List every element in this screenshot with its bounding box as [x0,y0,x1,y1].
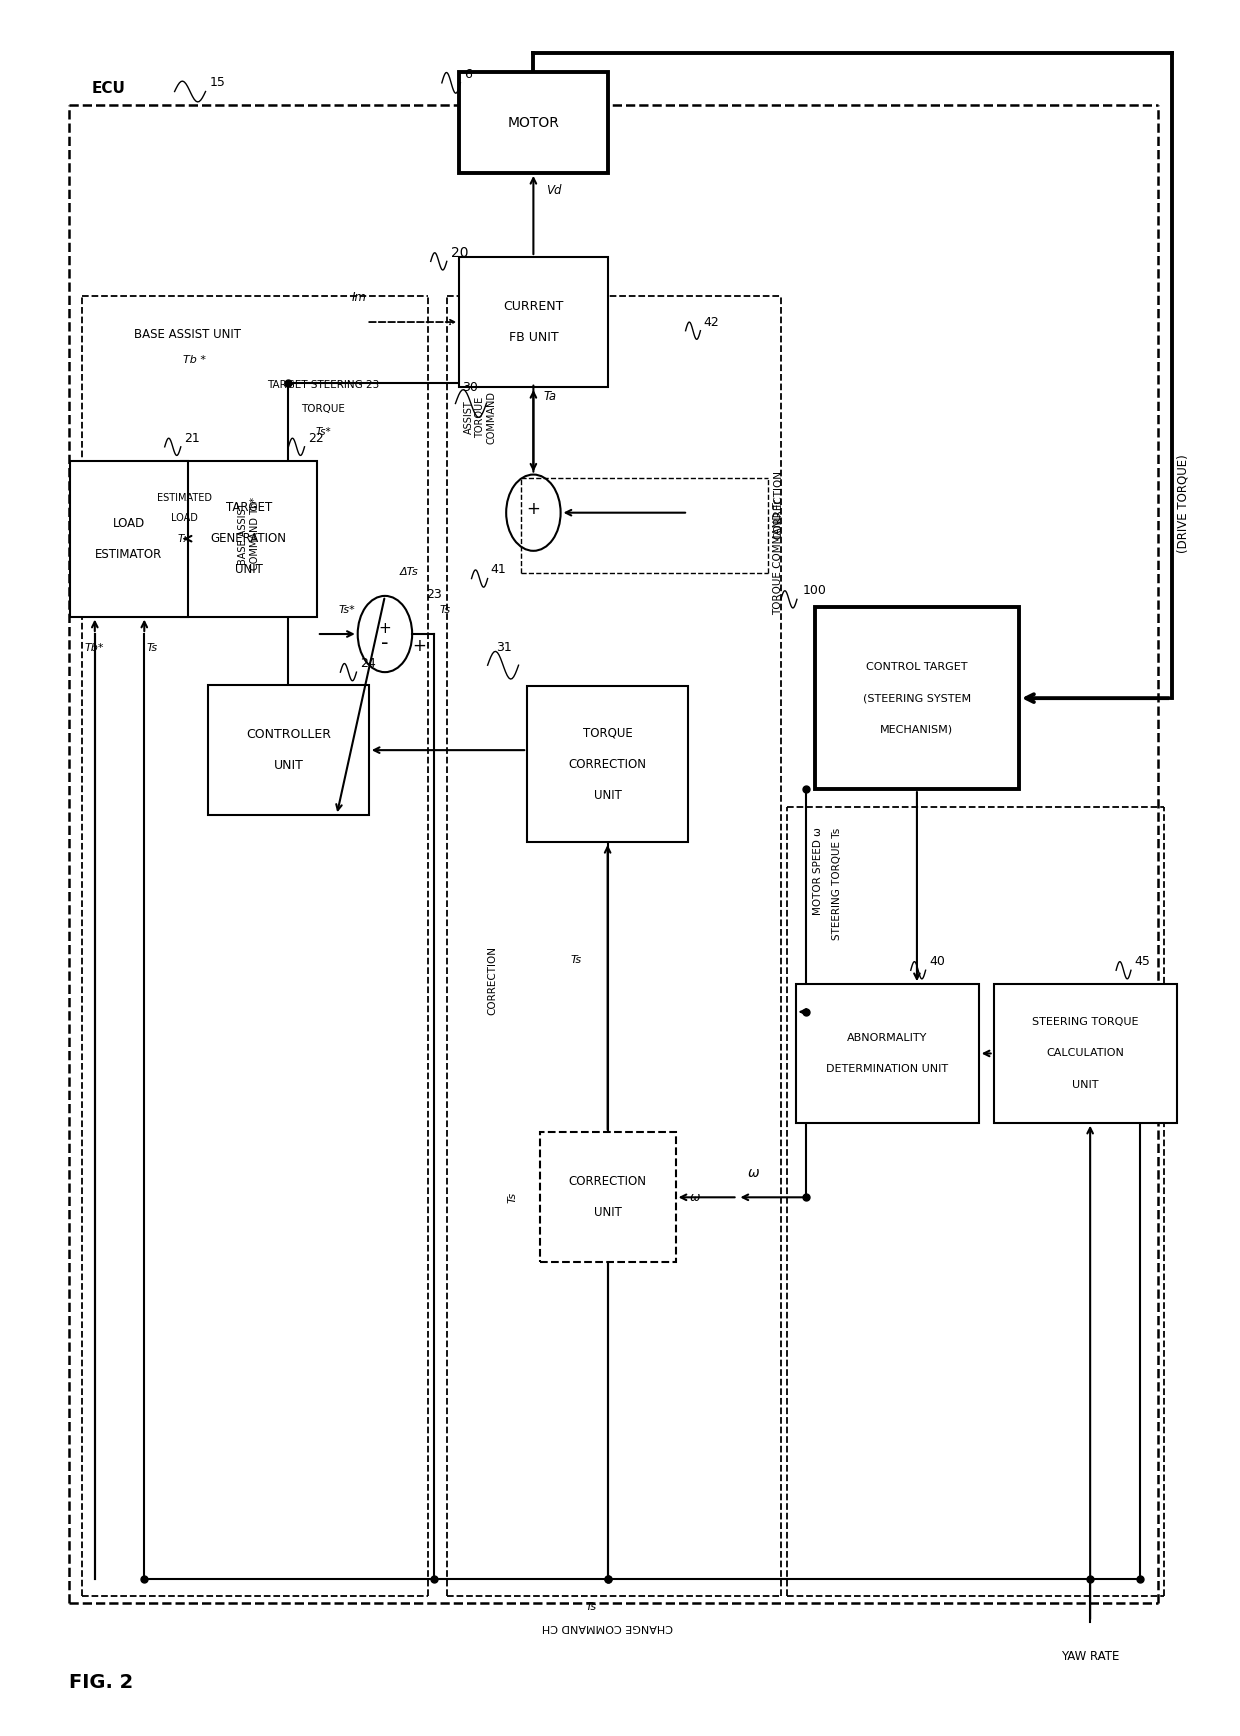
Text: (STEERING SYSTEM: (STEERING SYSTEM [863,693,971,703]
Text: CURRENT: CURRENT [503,300,564,312]
Text: UNIT: UNIT [594,788,621,802]
Text: CORRECTION: CORRECTION [487,946,497,1016]
Text: Vd: Vd [546,184,562,196]
Text: Ta: Ta [543,391,557,403]
Bar [527,686,688,842]
Text: LOAD: LOAD [171,514,197,523]
Text: DETERMINATION UNIT: DETERMINATION UNIT [826,1064,949,1075]
Text: +: + [527,500,541,519]
Text: TORQUE: TORQUE [301,404,345,415]
Text: BASE ASSIST UNIT: BASE ASSIST UNIT [134,328,241,340]
Bar [796,984,978,1123]
Text: YAW RATE: YAW RATE [1061,1651,1120,1663]
Text: Ts: Ts [439,606,450,615]
Text: 40: 40 [929,955,945,969]
Text: 31: 31 [496,641,512,654]
Text: ESTIMATOR: ESTIMATOR [95,549,162,561]
Text: LOAD: LOAD [113,517,145,529]
Bar [459,257,608,387]
Text: ω: ω [748,1165,759,1179]
Text: Tb*: Tb* [84,644,104,653]
Text: 20: 20 [450,247,467,260]
Text: ω: ω [691,1191,701,1203]
Text: Ts*: Ts* [315,427,331,437]
Text: STEERING TORQUE: STEERING TORQUE [1032,1017,1138,1028]
Text: 22: 22 [309,432,324,444]
Text: TARGET STEERING 23: TARGET STEERING 23 [267,380,379,391]
Text: ΔTs: ΔTs [399,568,419,576]
Bar [539,1132,676,1262]
Text: Im: Im [351,292,367,304]
Text: 21: 21 [185,432,200,444]
Text: +: + [378,621,392,637]
Bar [993,984,1177,1123]
Text: MOTOR SPEED ω: MOTOR SPEED ω [813,828,823,915]
Text: Ts: Ts [507,1191,517,1203]
Text: TARGET: TARGET [226,502,272,514]
Text: CALCULATION: CALCULATION [1047,1049,1125,1059]
Text: FB UNIT: FB UNIT [508,332,558,344]
Text: 15: 15 [210,76,226,89]
Text: ABNORMALITY: ABNORMALITY [847,1033,928,1043]
Text: CORRECTION: CORRECTION [774,470,784,540]
Text: FIG. 2: FIG. 2 [69,1674,134,1693]
Text: ASSIST
TORQUE
COMMAND: ASSIST TORQUE COMMAND [464,391,497,444]
Bar [181,460,317,616]
Text: UNIT: UNIT [234,564,263,576]
Text: ESTIMATED: ESTIMATED [156,493,212,502]
Text: 24: 24 [360,656,376,670]
Text: 41: 41 [490,564,506,576]
Bar [815,608,1019,790]
Text: Ts: Ts [146,644,157,653]
Text: 42: 42 [703,316,719,328]
Text: CONTROL TARGET: CONTROL TARGET [867,661,967,672]
Text: CORRECTION: CORRECTION [569,1175,646,1187]
Text: 6: 6 [464,68,472,80]
Text: TORQUE COMMAND Tr: TORQUE COMMAND Tr [774,498,784,615]
Text: +: + [412,637,427,656]
Text: STEERING TORQUE Ts: STEERING TORQUE Ts [832,828,842,939]
Text: TORQUE: TORQUE [583,726,632,740]
Text: 45: 45 [1135,955,1151,969]
Text: Tb *: Tb * [184,356,206,365]
Text: Ts: Ts [585,1602,596,1611]
Text: UNIT: UNIT [274,759,304,773]
Text: Tx: Tx [177,535,191,543]
Text: UNIT: UNIT [594,1207,621,1219]
Text: CORRECTION: CORRECTION [569,757,646,771]
Text: UNIT: UNIT [1071,1080,1099,1090]
Text: Ts: Ts [570,955,582,965]
Text: CONTROLLER: CONTROLLER [246,727,331,741]
Bar [208,686,368,816]
Text: 100: 100 [804,585,827,597]
Bar [459,73,608,174]
Text: CHANGE COMMAND CH: CHANGE COMMAND CH [542,1621,673,1632]
Text: (DRIVE TORQUE): (DRIVE TORQUE) [1177,455,1189,554]
Text: BASE ASSIST
COMMAND Tb*: BASE ASSIST COMMAND Tb* [238,498,259,571]
Bar [69,460,187,616]
Text: 23: 23 [425,589,441,601]
Text: MOTOR: MOTOR [507,116,559,130]
Text: 30: 30 [461,382,477,394]
Text: -: - [381,632,388,653]
Text: ECU: ECU [92,80,125,95]
Text: Ts*: Ts* [339,606,356,615]
Text: MECHANISM): MECHANISM) [880,724,954,734]
Text: GENERATION: GENERATION [211,533,286,545]
